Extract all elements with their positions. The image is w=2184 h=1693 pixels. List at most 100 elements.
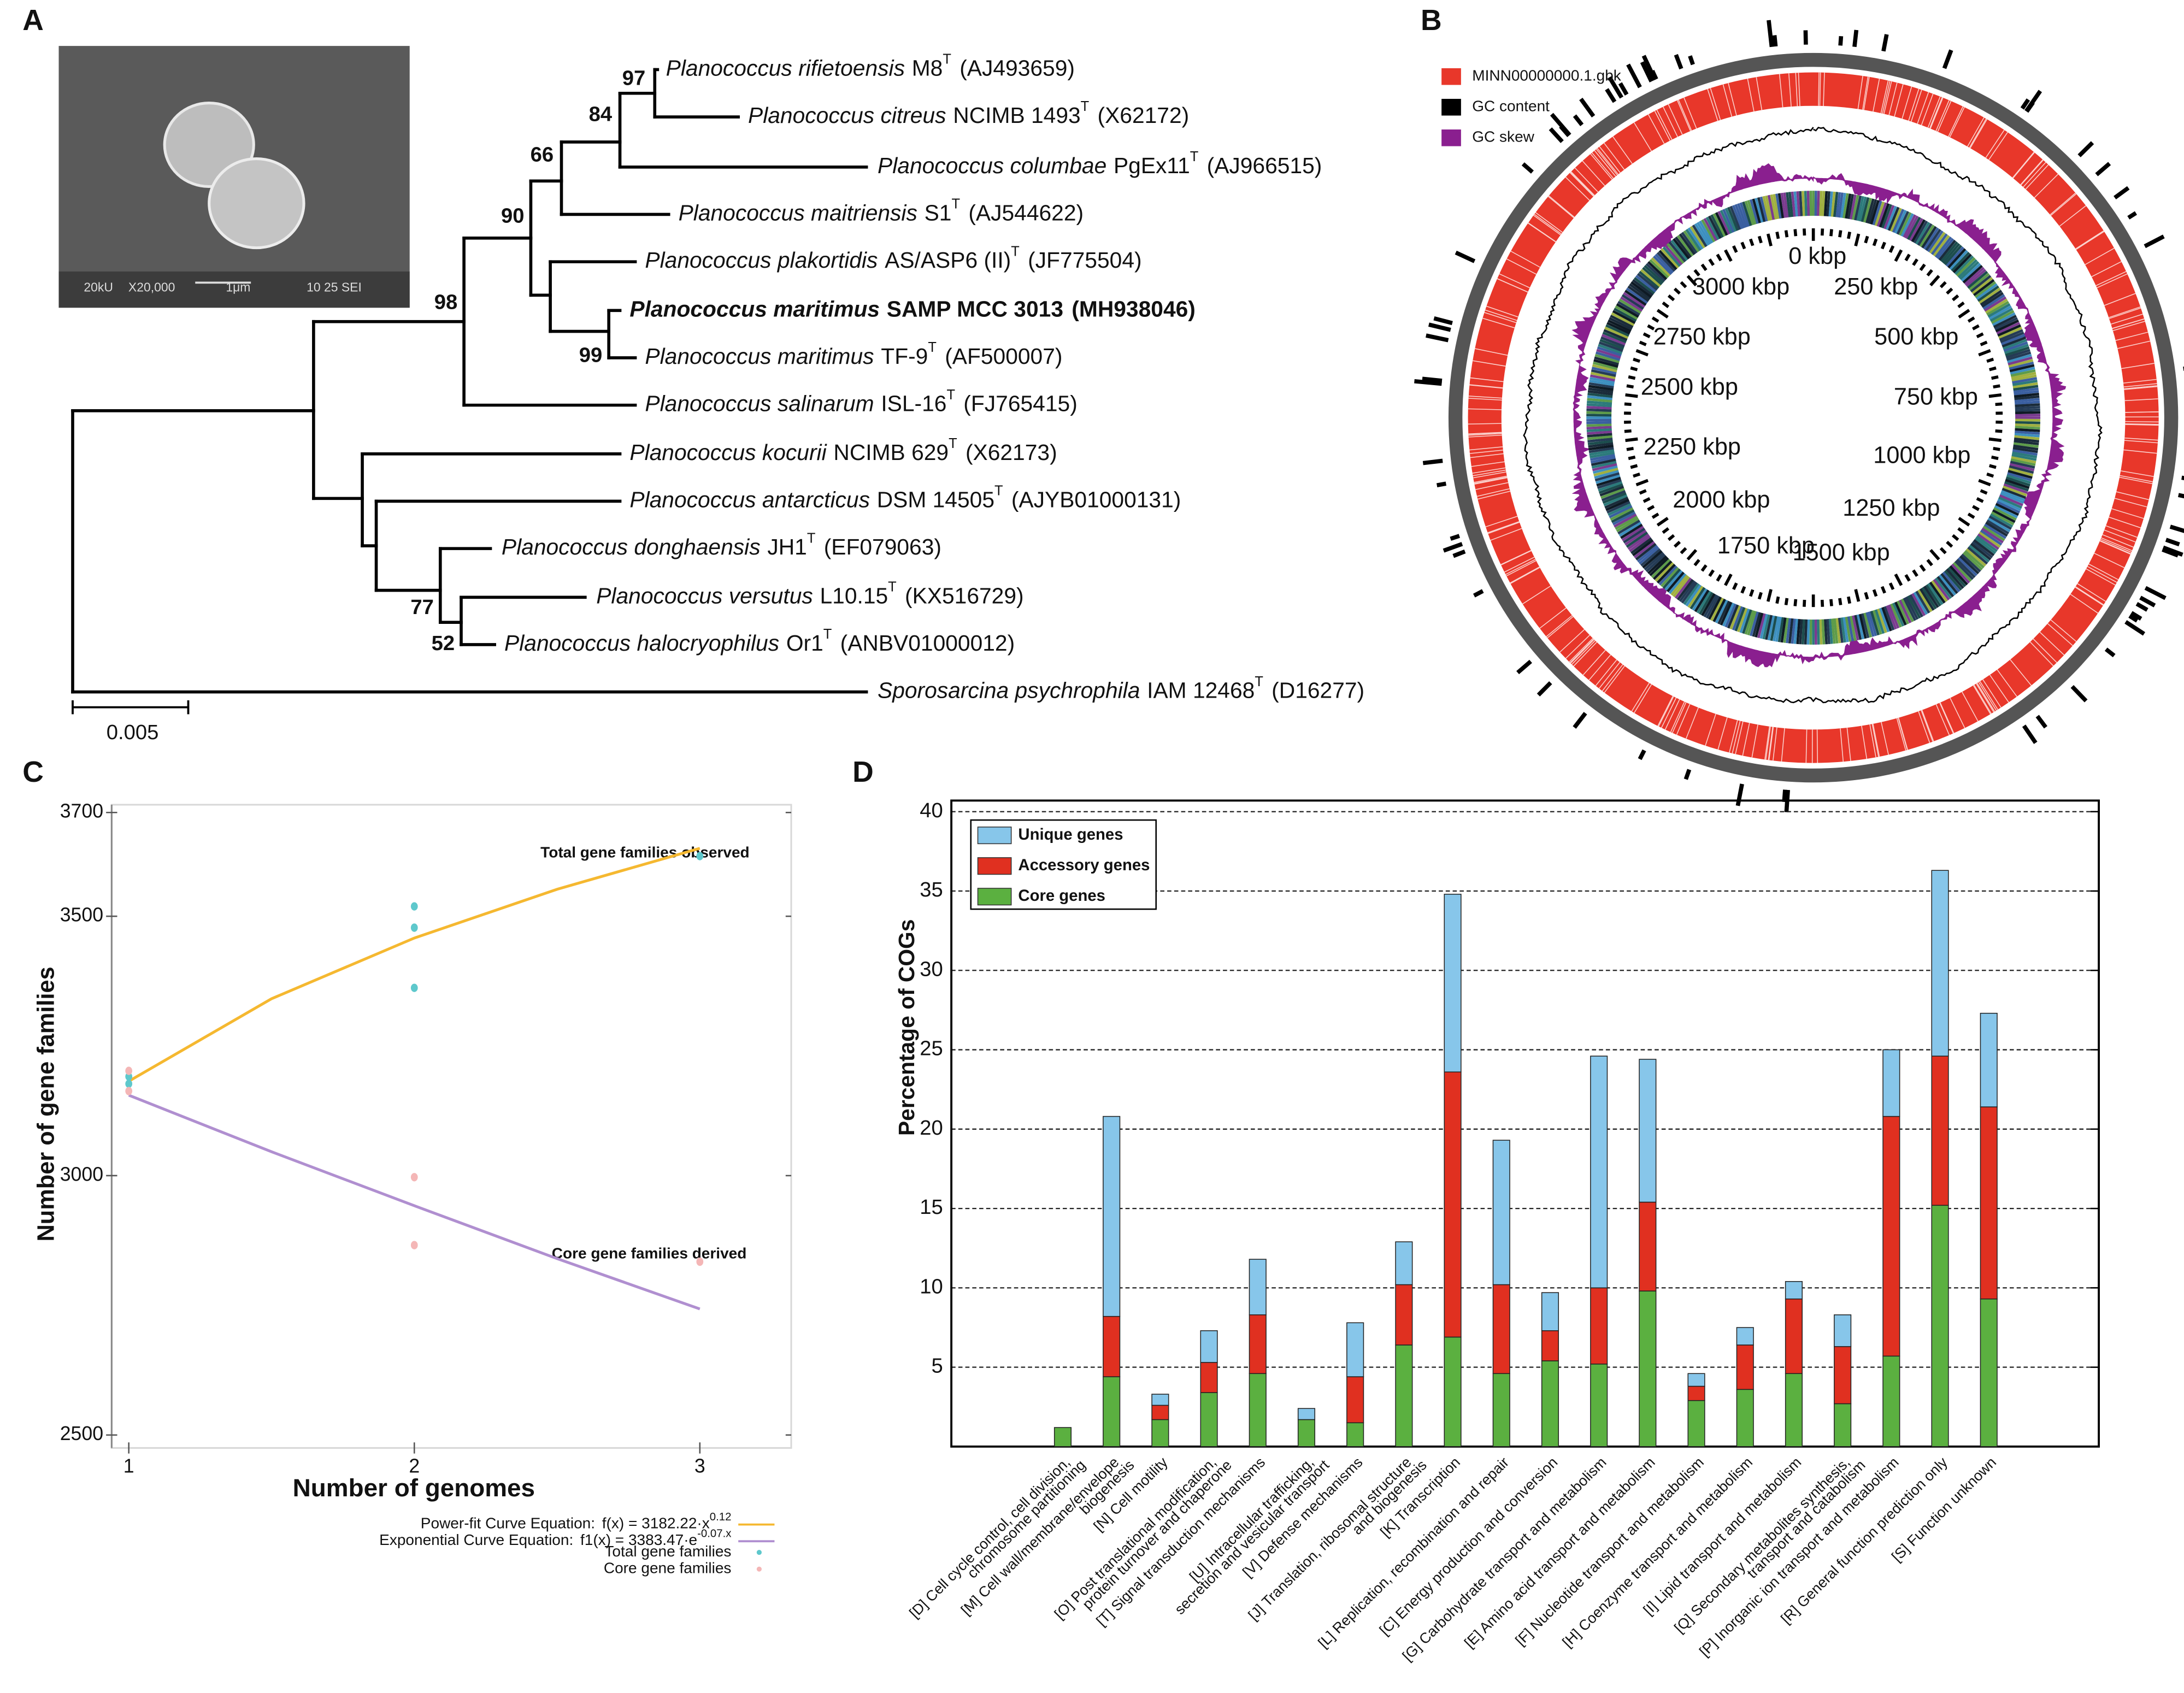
position-tick [1651, 512, 1659, 519]
gene-gap [2117, 340, 2151, 349]
gene-gap [1661, 697, 1677, 728]
cog-ring [1923, 227, 1939, 250]
gene-gap [2104, 529, 2136, 542]
position-tick [1716, 253, 1722, 262]
cog-ring [1596, 476, 1621, 487]
gene-gap [1484, 312, 1517, 323]
gene-gap [1468, 433, 1502, 436]
position-tick [1838, 598, 1842, 605]
position-tick [1686, 548, 1698, 561]
legend-dot [756, 1566, 762, 1572]
gene-gap [1967, 117, 1985, 147]
gene-gap [1788, 73, 1792, 107]
bar-segment [1395, 1241, 1413, 1285]
gene-gap [2099, 540, 2131, 555]
species-name: Planococcus columbae [878, 153, 1106, 178]
cog-ring [1587, 440, 1613, 446]
cog-ring [1881, 204, 1892, 229]
y-tick-label: 35 [920, 878, 943, 901]
cog-ring [1874, 609, 1885, 634]
cog-ring [1744, 200, 1755, 226]
gene-gap [1565, 176, 1590, 201]
cog-ring [1773, 616, 1780, 642]
gene-gap [1940, 702, 1955, 734]
cog-ring [1868, 611, 1877, 636]
cog-ring [1793, 191, 1798, 217]
position-label: 750 kbp [1894, 384, 1978, 410]
gene-gap [2100, 539, 2132, 553]
cog-ring [1929, 232, 1946, 254]
cog-ring [1591, 367, 1617, 375]
cog-ring [2005, 346, 2030, 357]
leaf-label: Planococcus maritimus SAMP MCC 3013 (MH938… [629, 296, 1196, 321]
cog-ring [1951, 251, 1970, 272]
outer-tick [1579, 97, 1596, 117]
cog-ring [1952, 562, 1972, 582]
cog-ring [2011, 371, 2036, 380]
gene-gap [1595, 659, 1617, 686]
cog-ring [1647, 555, 1668, 575]
x-axis-label: Number of genomes [293, 1473, 535, 1502]
cog-ring [1749, 199, 1759, 224]
bootstrap: 77 [410, 595, 434, 619]
cog-ring [2011, 456, 2036, 464]
cog-ring [1872, 200, 1882, 226]
type-mark: T [994, 483, 1003, 498]
gene-gap [1676, 704, 1691, 735]
cog-ring [1900, 598, 1914, 622]
cog-ring [1979, 531, 2001, 548]
cog-ring [1752, 612, 1762, 637]
cog-ring [1959, 261, 1980, 280]
cog-ring [1980, 290, 2003, 306]
position-tick [1784, 598, 1789, 605]
gene-gap [1976, 683, 1994, 712]
cog-ring [1660, 248, 1680, 269]
gene-gap [1678, 99, 1692, 131]
cog-ring [1644, 264, 1664, 284]
cog-ring [1917, 223, 1933, 246]
gene-gap [1474, 476, 1508, 484]
annotation: Core gene families derived [552, 1245, 747, 1262]
cog-ring [1835, 618, 1841, 644]
cog-ring [1791, 191, 1796, 217]
position-tick [1633, 357, 1640, 363]
legend-name: Exponential Curve Equation: [379, 1532, 573, 1549]
cog-ring [1694, 589, 1710, 612]
cog-ring [1845, 616, 1852, 642]
cog-ring [1636, 273, 1658, 291]
gene-gap [1475, 348, 1508, 356]
cog-ring [1676, 579, 1694, 601]
cog-ring [1600, 487, 1625, 499]
position-tick [1700, 564, 1708, 572]
cog-ring [1586, 414, 1612, 417]
cog-ring [1720, 601, 1733, 626]
cog-ring [1664, 570, 1683, 591]
legend-label: Accessory genes [1018, 856, 1150, 874]
cog-ring [1973, 539, 1995, 557]
cog-ring [1681, 581, 1698, 604]
cog-ring [1701, 219, 1716, 243]
cog-ring [1883, 606, 1895, 631]
gene-gap [1486, 305, 1518, 317]
position-tick [1976, 332, 1984, 339]
position-tick [1803, 228, 1806, 236]
position-tick [1693, 269, 1700, 277]
cog-ring [2010, 458, 2036, 467]
position-tick [1647, 324, 1655, 331]
cog-ring [1879, 607, 1890, 633]
gene-gap [1894, 84, 1904, 117]
gene-gap [1950, 698, 1965, 728]
gene-gap [2121, 470, 2154, 477]
cog-ring [1588, 387, 1614, 393]
position-tick [1995, 429, 2003, 433]
cog-ring [1656, 563, 1676, 584]
bar-segment [1785, 1281, 1803, 1300]
cog-ring [1739, 608, 1750, 633]
gene-gap [2088, 563, 2119, 580]
cog-ring [1652, 255, 1673, 275]
cog-ring [1949, 565, 1968, 586]
cog-ring [2003, 485, 2027, 497]
position-tick [1732, 582, 1738, 591]
outer-tick [1605, 88, 1617, 103]
cog-ring [1961, 263, 1981, 282]
